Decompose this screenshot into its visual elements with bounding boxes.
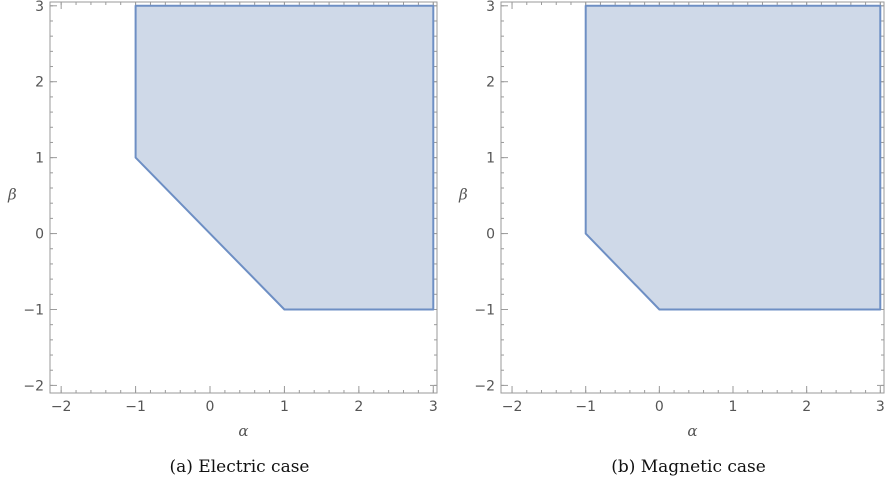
y-tick-label: −1 [23,302,44,318]
plot-frame [500,1,885,394]
x-tick-label: −2 [51,399,72,415]
region-polygon [584,4,882,311]
x-tick-label: 2 [802,399,811,415]
y-tick-label: −2 [23,378,44,394]
y-axis-label: β [458,186,468,204]
y-tick-label: 3 [486,0,495,15]
x-tick-label: −2 [502,399,523,415]
x-tick-label: −1 [125,399,146,415]
y-tick-label: 1 [35,151,44,167]
y-tick-label: 2 [35,75,44,91]
y-tick-label: 1 [486,151,495,167]
y-tick-label: 2 [486,75,495,91]
y-tick-label: 3 [35,0,44,15]
x-tick-label: 1 [280,399,289,415]
region-polygon [134,4,435,311]
y-axis-label: β [7,186,17,204]
subfigure-caption: (b) Magnetic case [611,457,766,477]
x-tick-label: 3 [429,399,438,415]
y-tick-label: −1 [474,302,495,318]
x-axis-label: α [687,422,697,440]
plot-frame [49,1,438,394]
x-axis-label: α [238,422,248,440]
x-tick-label: 3 [876,399,885,415]
x-tick-label: 1 [729,399,738,415]
x-tick-label: 0 [655,399,664,415]
y-tick-label: 0 [35,227,44,243]
x-tick-label: 2 [354,399,363,415]
x-tick-label: 0 [206,399,215,415]
subfigure-caption: (a) Electric case [170,457,310,477]
y-tick-label: −2 [474,378,495,394]
x-tick-label: −1 [575,399,596,415]
y-tick-label: 0 [486,227,495,243]
panel-magnetic: −2 −1 0 1 2 3 −2 −1 0 1 2 3 α β (b) Magnetic case [458,0,885,477]
panel-electric: −2 −1 0 1 2 3 −2 −1 0 1 2 3 α β (a) Electric case [7,0,438,477]
